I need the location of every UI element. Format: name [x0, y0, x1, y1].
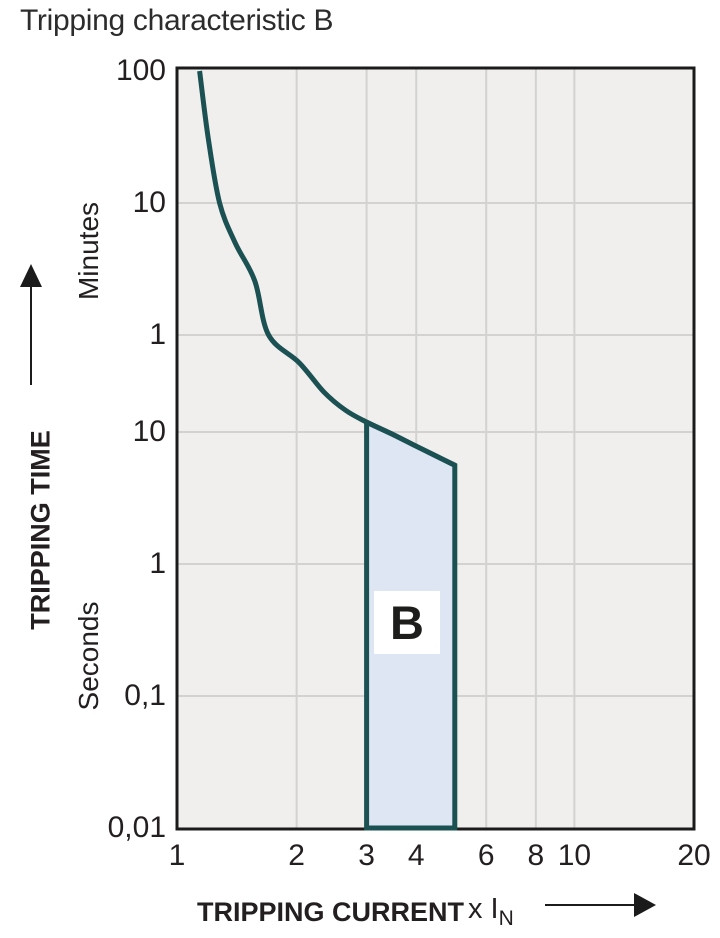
- x-tick-label: 1: [168, 839, 186, 872]
- page-title: Tripping characteristic B: [20, 4, 334, 37]
- x-axis-arrow-shaft: [545, 904, 636, 906]
- y-axis-arrow-shaft: [30, 286, 32, 385]
- x-tick-label: 6: [477, 839, 495, 872]
- x-tick-label: 8: [527, 839, 545, 872]
- x-tick-label: 3: [358, 839, 375, 872]
- x-unit-subscript: N: [498, 906, 514, 930]
- x-tick-label: 10: [557, 839, 592, 872]
- x-tick-label: 20: [677, 839, 711, 872]
- y-tick-label: 0,1: [124, 679, 166, 712]
- y-tick-label: 1: [149, 318, 166, 351]
- region-label-b: B: [374, 591, 440, 654]
- y-tick-label: 10: [132, 186, 166, 219]
- tripping-curve: [197, 70, 456, 468]
- y-tick-label: 0,01: [107, 811, 166, 844]
- y-tick-label: 1: [149, 547, 166, 580]
- y-axis-arrowhead: [20, 264, 42, 287]
- x-axis-arrowhead: [634, 893, 656, 917]
- x-unit-prefix: x I: [468, 893, 499, 925]
- y-tick-label: 100: [115, 54, 166, 87]
- y-tick-label: 10: [132, 415, 166, 448]
- x-tick-label: 2: [288, 839, 305, 872]
- x-axis-unit: x IN: [468, 893, 514, 929]
- x-tick-label: 4: [407, 839, 425, 872]
- x-axis-title: TRIPPING CURRENT: [197, 897, 465, 927]
